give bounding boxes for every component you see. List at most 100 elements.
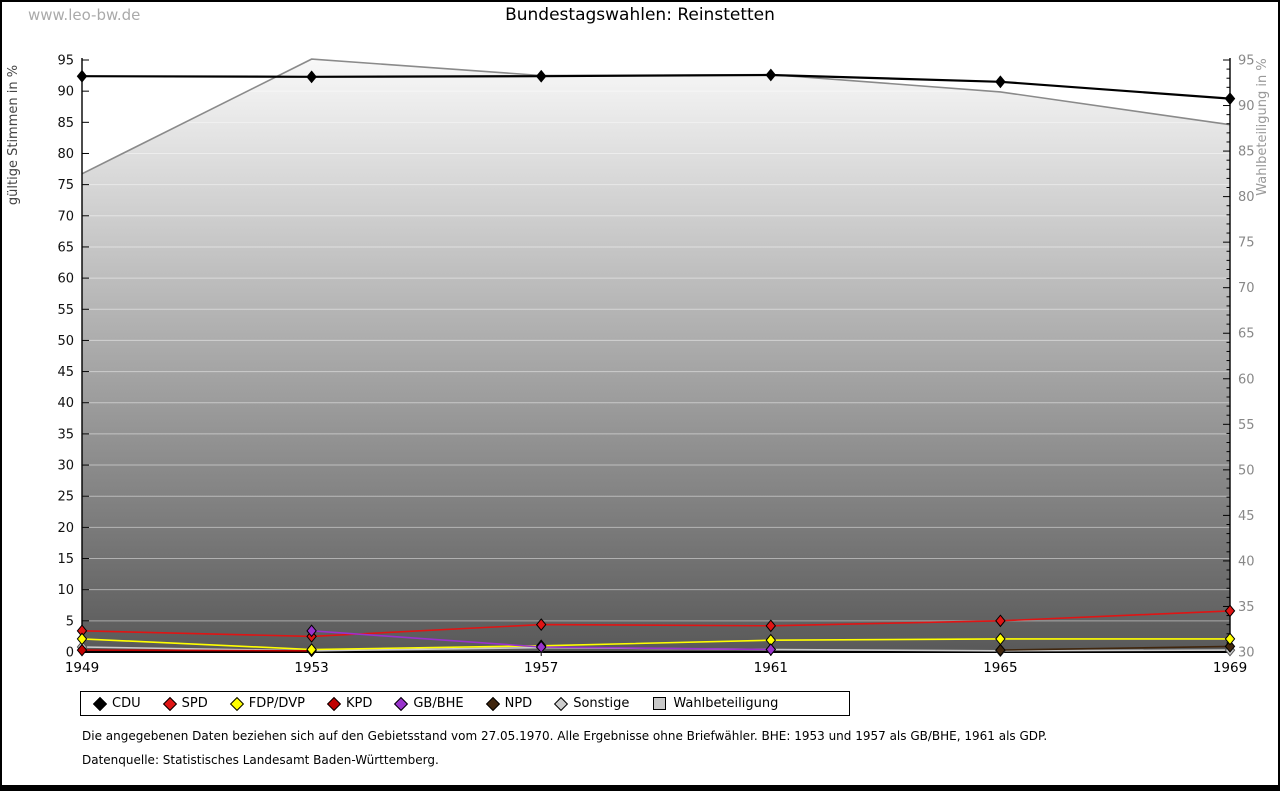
tick-label-right: 80	[1238, 190, 1255, 205]
series-line-fdpdvp	[81, 638, 1230, 651]
tick-label-left: 60	[57, 272, 74, 287]
x-axis-year-label: 1969	[1213, 660, 1247, 676]
tick-label-left: 90	[57, 85, 74, 100]
tick-label-right: 30	[1238, 646, 1255, 661]
marker-spd	[765, 619, 777, 633]
page-title: Bundestagswahlen: Reinstetten	[505, 5, 775, 25]
legend-item-wahlbeteiligung: Wahlbeteiligung	[653, 696, 778, 711]
series-line-npd	[1000, 645, 1231, 651]
legend-item-npd: NPD	[485, 696, 533, 711]
marker-spd	[535, 618, 547, 631]
marker-cdu	[535, 69, 547, 83]
turnout-area-fill	[82, 59, 1230, 653]
tick-label-right: 50	[1238, 463, 1255, 478]
marker-gbbhe	[306, 624, 317, 638]
tick-label-left: 30	[57, 459, 74, 474]
marker-npd	[995, 643, 1006, 657]
tick-label-left: 5	[66, 614, 74, 629]
legend-label: KPD	[345, 696, 373, 711]
tick-label-left: 25	[57, 490, 74, 505]
diamond-marker-icon	[554, 696, 569, 711]
diamond-marker-icon	[162, 696, 177, 711]
tick-label-right: 75	[1238, 236, 1255, 251]
legend-label: GB/BHE	[413, 696, 464, 711]
tick-label-right: 85	[1238, 145, 1255, 160]
square-marker-icon	[653, 697, 667, 710]
legend-item-spd: SPD	[162, 696, 208, 711]
legend-label: NPD	[504, 696, 533, 711]
tick-label-left: 40	[57, 396, 74, 411]
watermark: www.leo-bw.de	[28, 6, 141, 24]
tick-label-left: 0	[66, 646, 74, 661]
marker-spd	[1224, 604, 1236, 618]
election-chart: 0 5 10 15 20 25 30 35 40 45 50 55 60 65 70 75 80 85 90 95 30…	[6, 54, 1270, 677]
x-axis-year-label: 1957	[524, 660, 558, 676]
legend-item-fdpdvp: FDP/DVP	[229, 696, 305, 711]
marker-npd	[1224, 640, 1236, 653]
tick-label-right: 70	[1238, 281, 1255, 296]
legend-label: SPD	[181, 696, 208, 711]
tick-label-right: 55	[1238, 418, 1255, 433]
legend-label: Wahlbeteiligung	[673, 696, 779, 711]
marker-cdu	[1224, 92, 1236, 106]
left-axis-title: gültige Stimmen in %	[6, 65, 21, 205]
tick-label-right: 65	[1238, 327, 1255, 342]
footnote-datenquelle: Datenquelle: Statistisches Landesamt Bad…	[82, 753, 439, 767]
tick-label-left: 45	[57, 365, 74, 380]
tick-label-left: 70	[57, 209, 74, 224]
diamond-marker-icon	[394, 696, 409, 711]
x-axis-year-label: 1961	[754, 660, 788, 676]
legend-item-cdu: CDU	[92, 696, 141, 711]
marker-gbbhe	[535, 640, 547, 654]
legend-label: FDP/DVP	[248, 696, 305, 711]
marker-fdpdvp	[306, 643, 317, 656]
marker-cdu	[765, 68, 777, 82]
right-axis-title: Wahlbeteiligung in %	[1255, 58, 1270, 195]
legend-item-kpd: KPD	[326, 696, 373, 711]
x-axis-year-label: 1965	[983, 660, 1017, 676]
tick-label-left: 75	[57, 178, 74, 193]
tick-label-left: 20	[57, 521, 74, 536]
x-axis-year-label: 1949	[65, 660, 99, 676]
chart-area: 0 5 10 15 20 25 30 35 40 45 50 55 60 65 70 75 80 85 90 95 30…	[2, 2, 1278, 687]
diamond-marker-icon	[326, 696, 342, 711]
marker-kpd	[76, 643, 88, 657]
marker-fdpdvp	[76, 632, 88, 646]
diamond-marker-icon	[229, 696, 244, 711]
tick-label-left: 80	[57, 147, 74, 162]
series-line-kpd	[81, 649, 312, 652]
marker-gbbhe	[765, 643, 777, 656]
marker-fdpdvp	[1224, 632, 1236, 646]
tick-label-left: 55	[57, 303, 74, 318]
marker-cdu	[306, 70, 317, 84]
tick-label-left: 35	[57, 427, 74, 442]
tick-label-right: 90	[1238, 99, 1255, 114]
legend-label: CDU	[112, 696, 141, 711]
x-axis-year-label: 1953	[294, 660, 328, 676]
series-line-cdu	[81, 73, 1231, 100]
footnote-gebietsstand: Die angegebenen Daten beziehen sich auf …	[82, 729, 1048, 743]
chart-legend: CDU SPD FDP/DVP KPD GB/BHE NPD Sonstige Wahlbet…	[80, 691, 850, 716]
marker-cdu	[995, 75, 1006, 89]
marker-spd	[995, 614, 1006, 628]
tick-label-left: 95	[57, 54, 74, 69]
tick-label-right: 60	[1238, 372, 1255, 387]
legend-item-gbbhe: GB/BHE	[394, 696, 464, 711]
series-line-spd	[81, 610, 1231, 638]
diamond-marker-icon	[92, 696, 108, 711]
tick-label-left: 65	[57, 240, 74, 255]
tick-label-right: 35	[1238, 600, 1255, 615]
legend-label: Sonstige	[573, 696, 630, 711]
legend-item-sonstige: Sonstige	[554, 696, 630, 711]
tick-label-right: 40	[1238, 554, 1255, 569]
tick-label-left: 50	[57, 334, 74, 349]
tick-label-right: 95	[1238, 54, 1255, 69]
tick-label-left: 85	[57, 116, 74, 131]
tick-label-left: 15	[57, 552, 74, 567]
tick-label-left: 10	[57, 583, 74, 598]
tick-label-right: 45	[1238, 509, 1255, 524]
diamond-marker-icon	[485, 696, 500, 711]
marker-cdu	[76, 69, 88, 83]
marker-fdpdvp	[995, 632, 1006, 646]
